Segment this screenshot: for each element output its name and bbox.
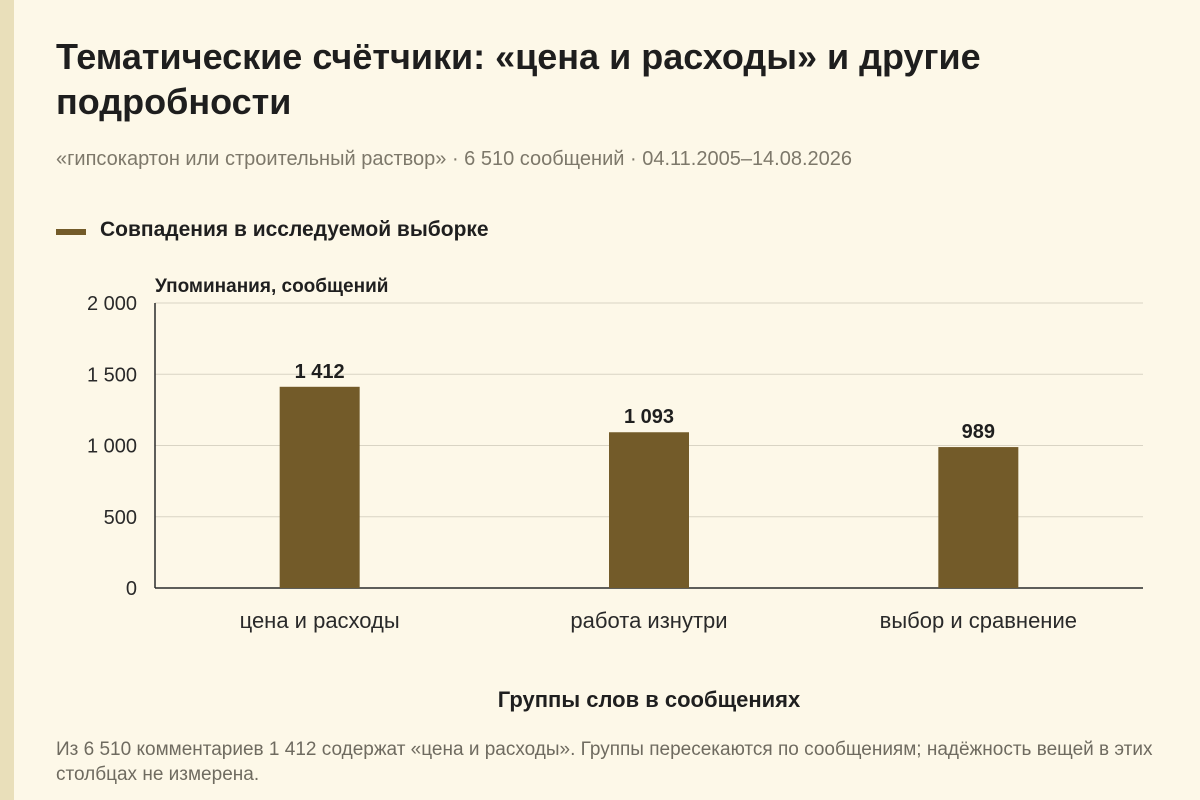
- x-tick-label: работа изнутри: [570, 608, 727, 633]
- footnote: Из 6 510 комментариев 1 412 содержат «це…: [56, 739, 1153, 785]
- chart-title: Тематические счётчики: «цена и расходы» …: [56, 36, 981, 122]
- x-tick-label: выбор и сравнение: [880, 608, 1077, 633]
- bar-value-label: 989: [962, 421, 995, 443]
- legend: Совпадения в исследуемой выборке: [56, 218, 489, 242]
- x-axis-title: Группы слов в сообщениях: [498, 687, 801, 712]
- x-tick-label: цена и расходы: [240, 608, 400, 633]
- bar: [609, 432, 689, 588]
- legend-swatch: [56, 229, 86, 235]
- y-tick-label: 0: [126, 578, 137, 600]
- y-tick-label: 1 500: [87, 364, 137, 386]
- bar-value-label: 1 412: [295, 361, 345, 383]
- bar: [279, 386, 360, 588]
- chart-subtitle: «гипсокартон или строительный раствор» ·…: [56, 148, 853, 170]
- y-tick-label: 1 000: [87, 436, 137, 458]
- legend-label: Совпадения в исследуемой выборке: [100, 218, 489, 241]
- bar: [938, 447, 1019, 588]
- y-axis-title: Упоминания, сообщений: [155, 276, 388, 297]
- y-tick-label: 500: [104, 507, 137, 529]
- bar-value-label: 1 093: [624, 406, 674, 428]
- y-tick-label: 2 000: [87, 293, 137, 315]
- left-accent-stripe: [0, 0, 14, 800]
